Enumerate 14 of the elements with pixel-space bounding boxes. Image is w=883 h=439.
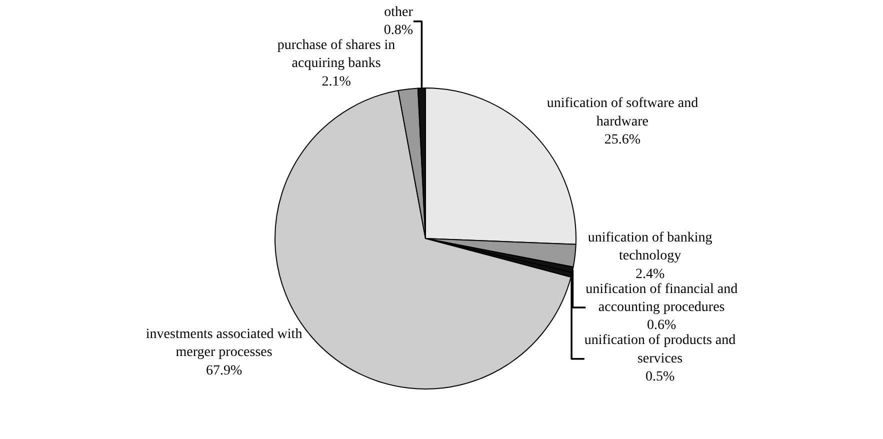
slice-label: unification of banking technology	[588, 230, 712, 264]
data-label: 0.5%	[645, 370, 675, 385]
slice-label: unification of products and services	[584, 333, 736, 366]
data-label: 2.1%	[322, 74, 352, 90]
data-label: 67.9%	[206, 363, 242, 378]
slice-label: unification of software and hardware	[546, 96, 698, 130]
slice-label: other	[384, 4, 414, 20]
data-label: 0.6%	[646, 318, 676, 334]
slice-label: purchase of shares in acquiring banks	[277, 38, 396, 72]
data-label: 2.4%	[635, 266, 665, 282]
slice-label: unification of financial and accounting procedures	[586, 282, 738, 315]
slice-label: investments associated with merger processes	[146, 326, 302, 360]
data-label: 25.6%	[604, 132, 641, 148]
data-label: 0.8%	[384, 22, 414, 38]
